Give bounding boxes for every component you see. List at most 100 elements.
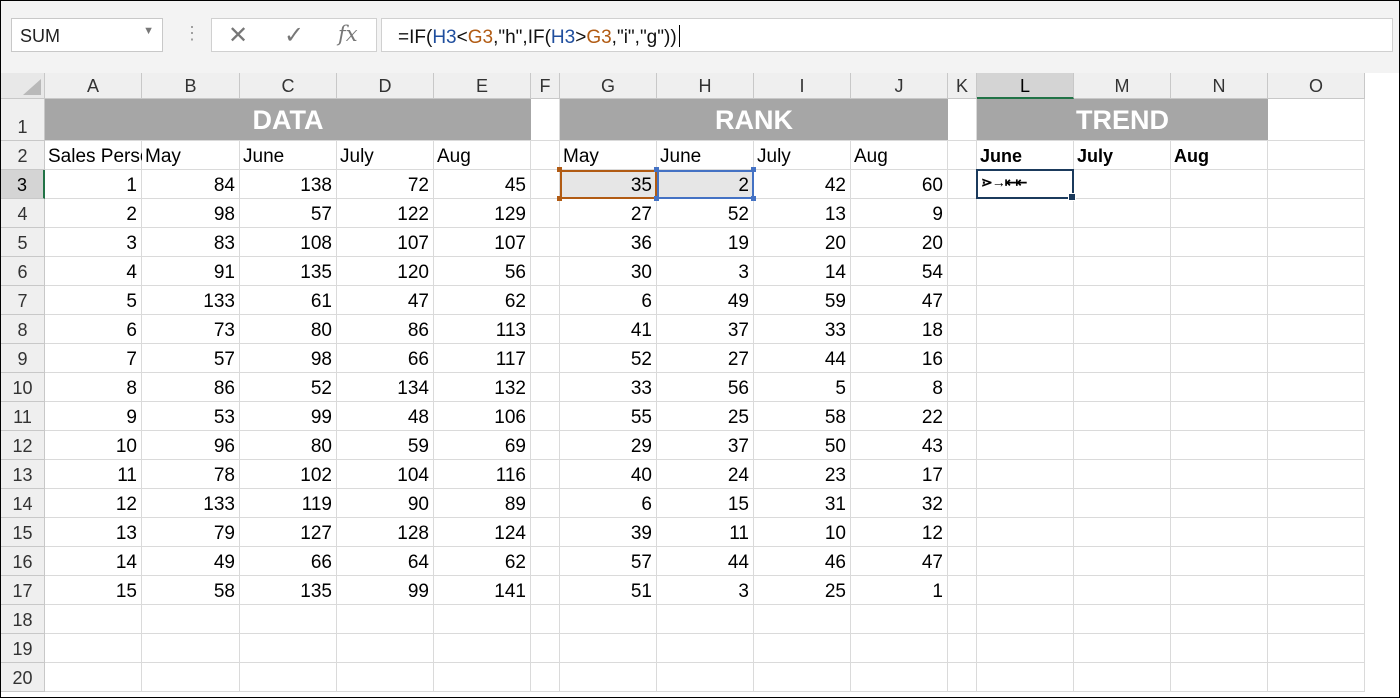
rank-cell[interactable]: 30: [630, 262, 652, 283]
drag-grip-icon[interactable]: ⋮: [183, 23, 201, 43]
column-header-h[interactable]: H: [657, 73, 754, 99]
data-cell[interactable]: 138: [300, 175, 332, 196]
rank-cell[interactable]: 51: [630, 581, 652, 602]
rank-cell[interactable]: 43: [921, 436, 943, 457]
data-cell[interactable]: 78: [213, 465, 235, 486]
data-cell[interactable]: 6: [126, 320, 137, 341]
data-cell[interactable]: 7: [126, 349, 137, 370]
column-header-a[interactable]: A: [45, 73, 142, 99]
column-header-l[interactable]: L: [977, 73, 1074, 99]
data-cell[interactable]: 12: [115, 494, 137, 515]
data-cell[interactable]: 86: [407, 320, 429, 341]
rank-cell[interactable]: 33: [630, 378, 652, 399]
data-cell[interactable]: 90: [407, 494, 429, 515]
row-header-4[interactable]: 4: [1, 199, 45, 228]
rank-cell[interactable]: 24: [727, 465, 749, 486]
data-cell[interactable]: 1: [126, 175, 137, 196]
data-cell[interactable]: 120: [397, 262, 429, 283]
rank-cell[interactable]: 6: [641, 494, 652, 515]
data-cell[interactable]: 79: [213, 523, 235, 544]
column-header-k[interactable]: K: [948, 73, 977, 99]
rank-cell[interactable]: 8: [932, 378, 943, 399]
rank-cell[interactable]: 3: [738, 581, 749, 602]
data-cell[interactable]: 11: [117, 465, 137, 486]
rank-cell[interactable]: 42: [824, 175, 846, 196]
rank-header-cell[interactable]: June: [660, 146, 702, 167]
data-cell[interactable]: 72: [407, 175, 429, 196]
data-cell[interactable]: 104: [397, 465, 429, 486]
rank-cell[interactable]: 14: [824, 262, 846, 283]
rank-cell[interactable]: 39: [630, 523, 652, 544]
rank-cell[interactable]: 23: [824, 465, 846, 486]
rank-cell[interactable]: 52: [727, 204, 749, 225]
rank-cell[interactable]: 3: [738, 262, 749, 283]
row-header-1[interactable]: 1: [1, 99, 45, 141]
rank-cell[interactable]: 58: [824, 407, 846, 428]
data-cell[interactable]: 99: [310, 407, 332, 428]
rank-cell[interactable]: 16: [921, 349, 943, 370]
rank-cell[interactable]: 52: [630, 349, 652, 370]
rank-cell[interactable]: 55: [630, 407, 652, 428]
data-cell[interactable]: 48: [407, 407, 429, 428]
column-header-m[interactable]: M: [1074, 73, 1171, 99]
data-cell[interactable]: 4: [126, 262, 137, 283]
referenced-cell-h3[interactable]: [657, 170, 754, 199]
row-header-12[interactable]: 12: [1, 431, 45, 460]
column-header-b[interactable]: B: [142, 73, 240, 99]
row-header-20[interactable]: 20: [1, 663, 45, 692]
selection-handle[interactable]: [751, 196, 756, 201]
selection-handle[interactable]: [654, 167, 659, 172]
row-header-19[interactable]: 19: [1, 634, 45, 663]
row-header-2[interactable]: 2: [1, 141, 45, 170]
data-cell[interactable]: 62: [504, 552, 526, 573]
rank-cell[interactable]: 20: [921, 233, 943, 254]
rank-cell[interactable]: 47: [921, 291, 943, 312]
rank-cell[interactable]: 33: [824, 320, 846, 341]
data-cell[interactable]: 56: [504, 262, 526, 283]
chevron-down-icon[interactable]: ▼: [143, 25, 154, 37]
rank-header-cell[interactable]: May: [563, 146, 599, 167]
data-cell[interactable]: 49: [213, 552, 235, 573]
rank-cell[interactable]: 27: [727, 349, 749, 370]
data-cell[interactable]: 59: [407, 436, 429, 457]
data-cell[interactable]: 84: [213, 175, 235, 196]
rank-cell[interactable]: 25: [824, 581, 846, 602]
data-cell[interactable]: 127: [300, 523, 332, 544]
rank-cell[interactable]: 9: [932, 204, 943, 225]
data-cell[interactable]: 13: [115, 523, 137, 544]
rank-cell[interactable]: 17: [921, 465, 943, 486]
referenced-cell-g3[interactable]: [560, 170, 657, 199]
rank-cell[interactable]: 2: [738, 175, 749, 196]
data-cell[interactable]: 58: [213, 581, 235, 602]
fill-handle[interactable]: [1068, 193, 1076, 201]
data-cell[interactable]: 45: [504, 175, 526, 196]
data-cell[interactable]: 53: [213, 407, 235, 428]
column-header-o[interactable]: O: [1268, 73, 1365, 99]
column-header-c[interactable]: C: [240, 73, 337, 99]
rank-header-cell[interactable]: July: [757, 146, 791, 167]
data-header-cell[interactable]: Sales Person: [48, 146, 142, 167]
data-cell[interactable]: 119: [301, 494, 332, 515]
row-header-8[interactable]: 8: [1, 315, 45, 344]
data-cell[interactable]: 135: [300, 581, 332, 602]
data-cell[interactable]: 128: [397, 523, 429, 544]
data-cell[interactable]: 117: [495, 349, 526, 370]
rank-cell[interactable]: 6: [641, 291, 652, 312]
name-box[interactable]: SUM ▼: [11, 18, 163, 52]
column-header-i[interactable]: I: [754, 73, 851, 99]
data-cell[interactable]: 107: [397, 233, 429, 254]
row-header-9[interactable]: 9: [1, 344, 45, 373]
rank-cell[interactable]: 31: [824, 494, 846, 515]
data-cell[interactable]: 66: [407, 349, 429, 370]
data-cell[interactable]: 15: [115, 581, 137, 602]
row-header-16[interactable]: 16: [1, 547, 45, 576]
row-header-5[interactable]: 5: [1, 228, 45, 257]
data-cell[interactable]: 80: [310, 320, 332, 341]
data-cell[interactable]: 2: [126, 204, 137, 225]
data-cell[interactable]: 62: [504, 291, 526, 312]
selection-handle[interactable]: [557, 167, 562, 172]
data-cell[interactable]: 5: [126, 291, 137, 312]
rank-cell[interactable]: 50: [824, 436, 846, 457]
rank-cell[interactable]: 20: [824, 233, 846, 254]
rank-cell[interactable]: 57: [630, 552, 652, 573]
